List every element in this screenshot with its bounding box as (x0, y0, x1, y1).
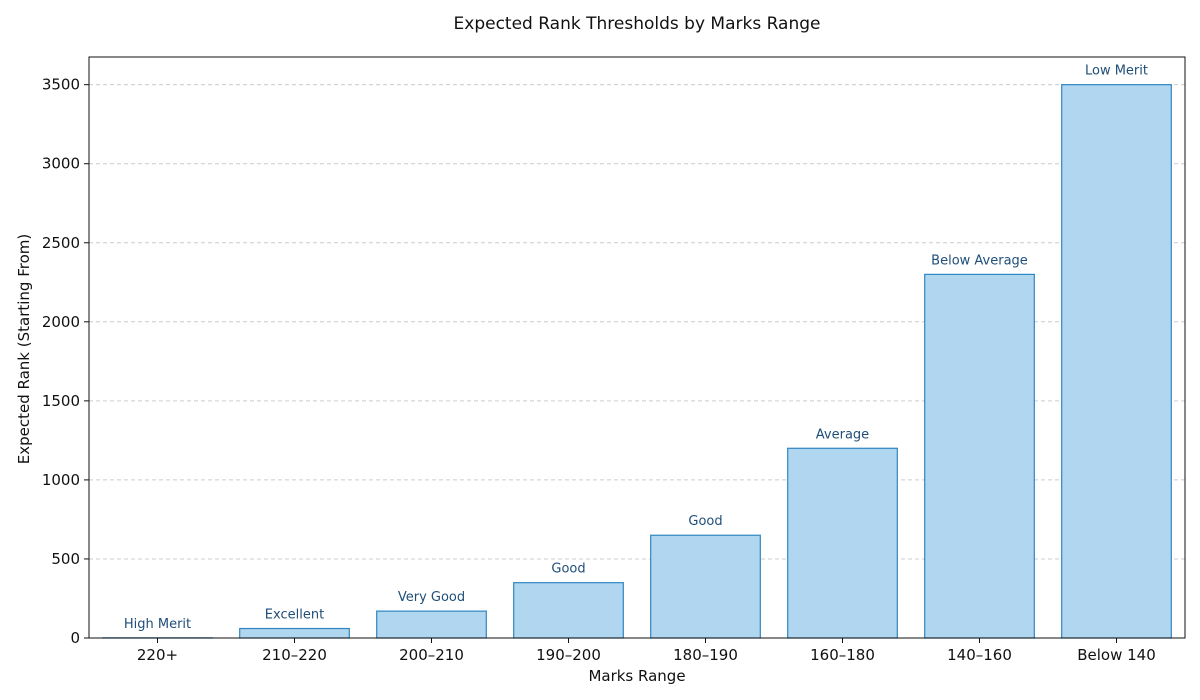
bar-data-label: Excellent (265, 608, 324, 623)
x-axis-ticks: 220+ 210–220 200–210 190–200 180–190 160–180 1… (137, 638, 1156, 664)
y-tick-label: 3500 (42, 76, 80, 94)
y-tick-label: 1000 (42, 471, 80, 489)
bar (513, 582, 624, 639)
bars (102, 84, 1172, 639)
x-tick-label: 220+ (137, 646, 178, 664)
y-tick-label: 0 (70, 629, 80, 647)
bar-data-label: Average (816, 427, 869, 442)
y-axis-label: Expected Rank (Starting From) (15, 234, 33, 464)
bar-data-label: Good (688, 514, 722, 529)
gridlines (89, 84, 1185, 560)
bar-data-label: Low Merit (1085, 64, 1148, 79)
x-tick-label: 180–190 (673, 646, 738, 664)
x-tick-label: Below 140 (1077, 646, 1156, 664)
data-labels: High Merit Excellent Very Good Good Good Aver… (124, 64, 1148, 632)
x-tick-label: 140–160 (947, 646, 1012, 664)
x-tick-label: 210–220 (262, 646, 327, 664)
x-tick-label: 190–200 (536, 646, 601, 664)
bar-data-label: Good (551, 562, 585, 577)
bar (1061, 84, 1172, 639)
bar (650, 534, 761, 639)
bar (239, 627, 350, 639)
y-tick-label: 3000 (42, 155, 80, 173)
bar-data-label: Very Good (398, 590, 465, 605)
bar-data-label: High Merit (124, 617, 191, 632)
x-tick-label: 160–180 (810, 646, 875, 664)
bar-data-label: Below Average (931, 253, 1028, 268)
bar (376, 610, 487, 639)
y-tick-label: 2500 (42, 234, 80, 252)
y-tick-label: 1500 (42, 392, 80, 410)
plot-frame (88, 56, 1186, 639)
x-axis-label: Marks Range (588, 667, 685, 685)
x-tick-label: 200–210 (399, 646, 464, 664)
y-axis-ticks: 0 500 1000 1500 2000 2500 3000 3500 (42, 76, 89, 647)
chart-title: Expected Rank Thresholds by Marks Range (454, 14, 821, 34)
bar (787, 447, 898, 639)
bar (924, 273, 1035, 639)
y-tick-label: 500 (51, 550, 80, 568)
y-tick-label: 2000 (42, 313, 80, 331)
